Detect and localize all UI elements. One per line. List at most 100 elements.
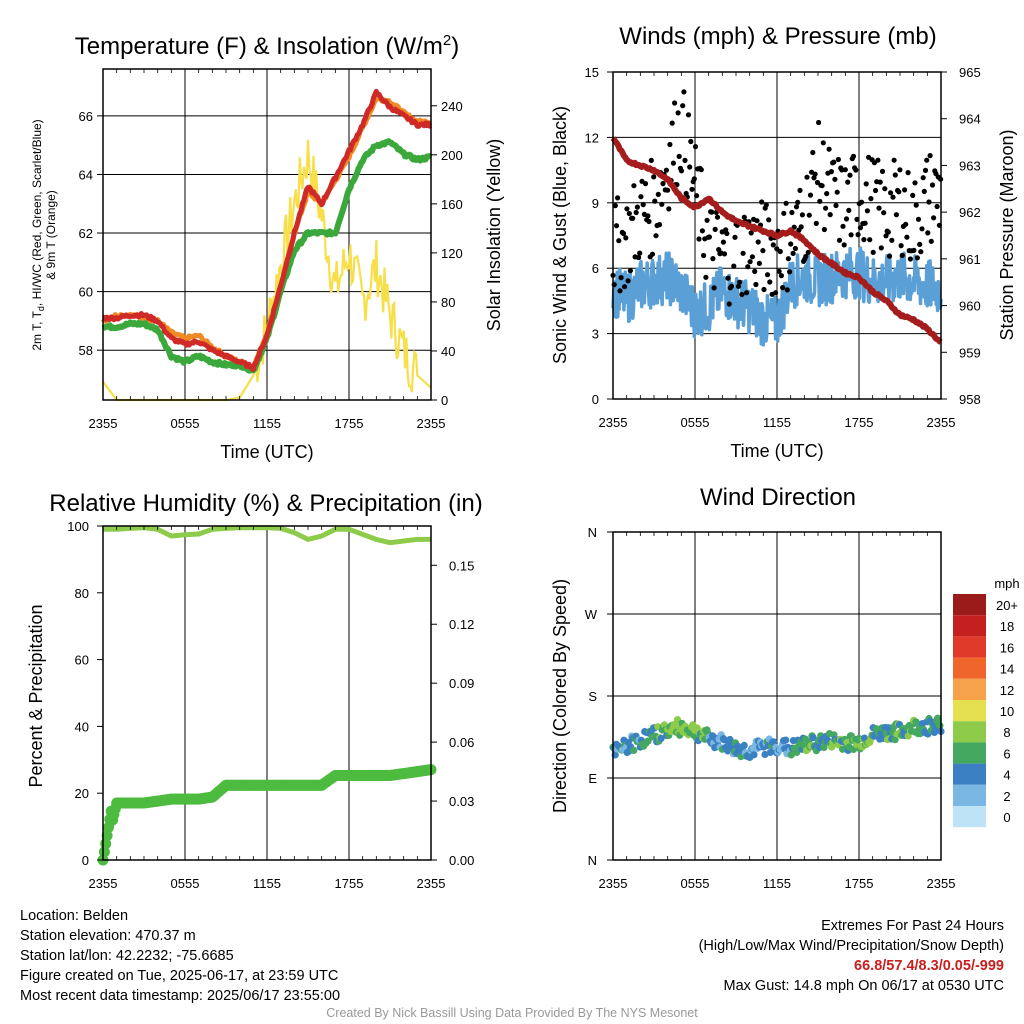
temperature-y-label-line1: 2m T, Td, HI/WC (Red, Green, Scarlet/Blu…	[30, 119, 46, 350]
gust-point	[805, 249, 811, 255]
gust-point	[789, 209, 795, 216]
precip-y-tick-label: 0.12	[449, 617, 474, 632]
pressure-y-tick-label: 958	[959, 392, 981, 407]
gust-point	[781, 210, 787, 216]
gust-point	[892, 172, 898, 178]
gust-point	[678, 168, 685, 174]
gust-point	[710, 256, 716, 262]
gust-point	[833, 202, 839, 209]
gust-point	[850, 153, 857, 159]
legend-swatch	[953, 678, 986, 700]
gust-point	[706, 234, 713, 240]
gust-point	[842, 167, 848, 173]
direction-point	[671, 722, 679, 730]
wind-x-tick-label: 2355	[599, 415, 628, 430]
gust-point	[667, 141, 673, 148]
gust-point	[925, 230, 931, 236]
wind-series	[610, 89, 944, 347]
gust-point	[817, 198, 823, 204]
gust-point	[893, 212, 900, 218]
gust-point	[636, 254, 642, 261]
gust-point	[820, 140, 826, 146]
station-latlon: Station lat/lon: 42.2232; -75.6685	[20, 948, 234, 964]
gust-point	[760, 248, 766, 254]
extremes-heading: Extremes For Past 24 Hours	[821, 918, 1004, 934]
gust-point	[685, 112, 692, 118]
precip-point	[98, 846, 110, 858]
legend-swatch	[953, 594, 986, 616]
gust-point	[877, 179, 883, 185]
gust-point	[711, 285, 717, 291]
direction-x-tick-label: 1155	[763, 876, 791, 891]
gust-point	[728, 283, 735, 289]
gust-point	[831, 159, 837, 165]
legend-label: 20+	[996, 598, 1018, 613]
legend-swatch	[953, 784, 986, 806]
legend-swatch	[953, 636, 986, 658]
gust-point	[620, 230, 627, 237]
gust-point	[792, 245, 799, 252]
gust-point	[899, 252, 905, 258]
gust-point	[625, 278, 631, 284]
extremes-values: 66.8/57.4/8.3/0.05/-999	[854, 958, 1004, 974]
wind-y-tick-label: 3	[592, 327, 599, 342]
gust-point	[660, 181, 666, 187]
legend-label: 4	[1003, 768, 1010, 783]
gust-point	[753, 281, 759, 288]
gust-point	[927, 153, 933, 159]
gust-point	[882, 186, 888, 192]
gust-point	[694, 193, 700, 199]
gust-point	[886, 253, 893, 259]
gust-point	[841, 242, 847, 248]
direction-point	[770, 738, 778, 746]
gust-point	[680, 103, 686, 109]
direction-x-tick-label: 0555	[681, 876, 710, 891]
gust-point	[616, 238, 622, 244]
rh-panel-title: Relative Humidity (%) & Precipitation (i…	[49, 490, 482, 517]
legend-swatch	[953, 742, 986, 764]
gust-point	[732, 234, 738, 240]
gust-point	[878, 245, 884, 251]
station-info: Location: Belden Station elevation: 470.…	[20, 906, 340, 1006]
pressure-y-tick-label: 963	[959, 158, 981, 173]
gust-point	[739, 291, 745, 298]
gust-point	[780, 285, 786, 291]
gust-point	[793, 204, 800, 210]
gust-point	[890, 194, 896, 200]
gust-point	[870, 249, 876, 255]
gust-point	[709, 209, 715, 215]
pressure-y-tick-label: 959	[959, 345, 981, 360]
gust-point	[681, 89, 687, 95]
gust-point	[888, 190, 894, 196]
legend-swatch	[953, 615, 986, 637]
gust-point	[691, 176, 697, 182]
gust-point	[784, 287, 790, 293]
gust-point	[745, 264, 751, 270]
gust-point	[666, 206, 672, 212]
gust-point	[665, 187, 671, 193]
recent-timestamp: Most recent data timestamp: 2025/06/17 2…	[20, 988, 341, 1004]
gust-point	[889, 237, 895, 243]
gust-point	[843, 216, 850, 222]
gust-point	[701, 252, 707, 259]
gust-point	[763, 202, 769, 208]
station-elevation: Station elevation: 470.37 m	[20, 928, 196, 944]
gust-point	[682, 157, 688, 163]
gust-point	[853, 167, 859, 173]
direction-y-tick-label: S	[588, 689, 597, 704]
direction-y-tick-label: N	[588, 853, 597, 868]
rh-y-tick-label: 0	[82, 853, 89, 868]
gust-point	[904, 234, 910, 240]
figure-created: Figure created on Tue, 2025-06-17, at 23…	[20, 968, 339, 984]
legend-label: 10	[1000, 704, 1014, 719]
gust-point	[790, 250, 796, 256]
legend-label: 18	[1000, 619, 1014, 634]
gust-point	[688, 138, 694, 145]
pressure-y-tick-label: 962	[959, 205, 981, 220]
temperature-y-tick-label: 58	[79, 343, 93, 358]
gust-point	[712, 226, 718, 232]
wind-y-label: Sonic Wind & Gust (Blue, Black)	[550, 106, 570, 364]
gust-point	[670, 160, 677, 166]
gust-point	[675, 110, 681, 116]
gust-point	[862, 220, 868, 226]
